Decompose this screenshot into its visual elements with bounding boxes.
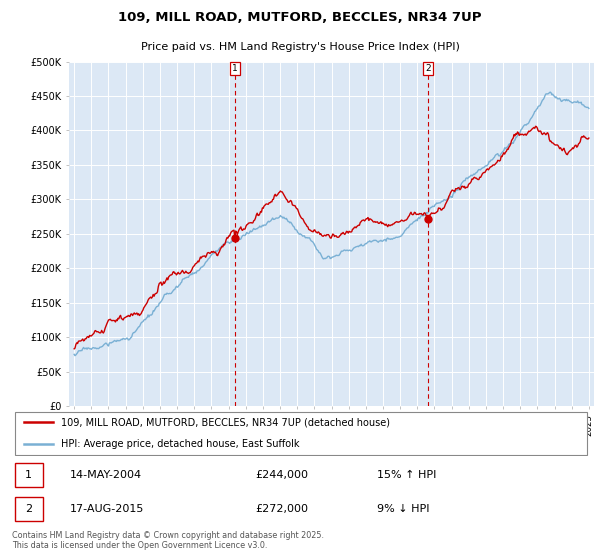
Text: 14-MAY-2004: 14-MAY-2004 xyxy=(70,470,142,480)
Text: 15% ↑ HPI: 15% ↑ HPI xyxy=(377,470,436,480)
Text: £244,000: £244,000 xyxy=(255,470,308,480)
Text: HPI: Average price, detached house, East Suffolk: HPI: Average price, detached house, East… xyxy=(61,440,300,450)
FancyBboxPatch shape xyxy=(15,412,587,455)
Text: £272,000: £272,000 xyxy=(255,504,308,514)
Text: Contains HM Land Registry data © Crown copyright and database right 2025.
This d: Contains HM Land Registry data © Crown c… xyxy=(12,531,324,550)
Text: 1: 1 xyxy=(232,64,238,73)
Text: Price paid vs. HM Land Registry's House Price Index (HPI): Price paid vs. HM Land Registry's House … xyxy=(140,42,460,52)
Text: 109, MILL ROAD, MUTFORD, BECCLES, NR34 7UP: 109, MILL ROAD, MUTFORD, BECCLES, NR34 7… xyxy=(118,11,482,24)
FancyBboxPatch shape xyxy=(15,497,43,521)
Text: 9% ↓ HPI: 9% ↓ HPI xyxy=(377,504,429,514)
Text: 2: 2 xyxy=(25,504,32,514)
Text: 1: 1 xyxy=(25,470,32,480)
Text: 2: 2 xyxy=(425,64,431,73)
Text: 109, MILL ROAD, MUTFORD, BECCLES, NR34 7UP (detached house): 109, MILL ROAD, MUTFORD, BECCLES, NR34 7… xyxy=(61,417,390,427)
FancyBboxPatch shape xyxy=(15,464,43,487)
Text: 17-AUG-2015: 17-AUG-2015 xyxy=(70,504,144,514)
